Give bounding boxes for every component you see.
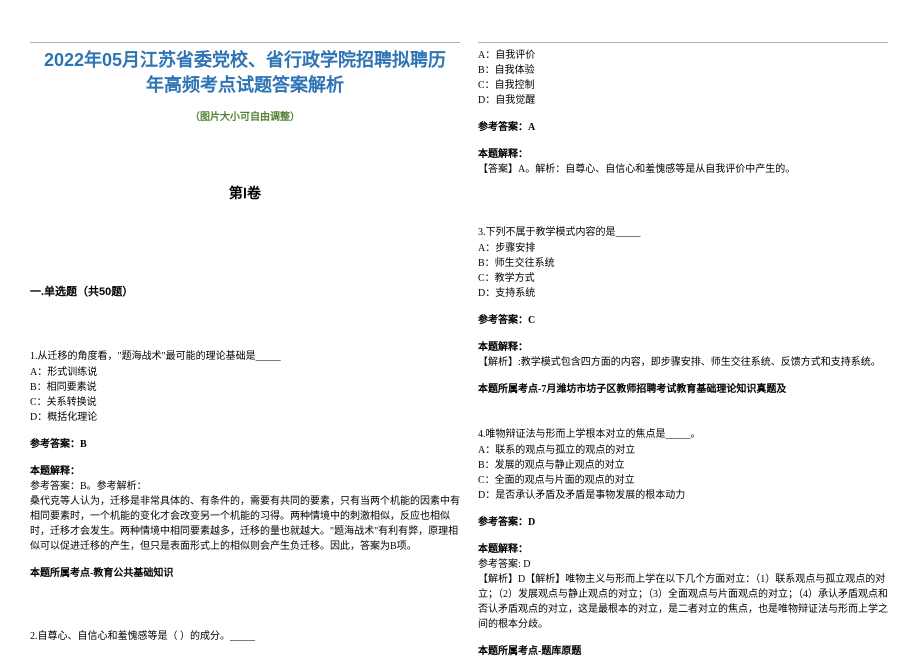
q4-optD: D：是否承认矛盾及矛盾是事物发展的根本动力 <box>478 488 888 503</box>
q4-stem: 4.唯物辩证法与形而上学根本对立的焦点是_____。 <box>478 427 888 442</box>
q1-explain-sub: 参考答案：B。参考解析： <box>30 479 460 494</box>
q3-kd: 本题所属考点-7月潍坊市坊子区教师招聘考试教育基础理论知识真题及 <box>478 382 888 397</box>
subtitle: （图片大小可自由调整） <box>30 108 460 123</box>
q1-explain-body: 桑代克等人认为，迁移是非常具体的、有条件的，需要有共同的要素，只有当两个机能的因… <box>30 494 460 554</box>
q4-optA: A：联系的观点与孤立的观点的对立 <box>478 443 888 458</box>
q4-optC: C：全面的观点与片面的观点的对立 <box>478 473 888 488</box>
q4-explain-sub: 参考答案: D <box>478 557 888 572</box>
q3-optB: B：师生交往系统 <box>478 256 888 271</box>
q1-kd: 本题所属考点-教育公共基础知识 <box>30 566 460 581</box>
column-right: A：自我评价 B：自我体验 C：自我控制 D：自我觉醒 参考答案：A 本题解释：… <box>478 48 888 659</box>
q1-stem: 1.从迁移的角度看，"题海战术"最可能的理论基础是_____ <box>30 349 460 364</box>
q3-optC: C：教学方式 <box>478 271 888 286</box>
q3-optA: A：步骤安排 <box>478 241 888 256</box>
q1-answer: 参考答案：B <box>30 437 460 452</box>
title-line1: 2022年05月江苏省委党校、省行政学院招聘拟聘历 <box>44 50 446 70</box>
q4-explain-body: 【解析】D【解析】唯物主义与形而上学在以下几个方面对立：（1）联系观点与孤立观点… <box>478 572 888 632</box>
q3-answer: 参考答案：C <box>478 313 888 328</box>
q4-optB: B：发展的观点与静止观点的对立 <box>478 458 888 473</box>
q2-optA: A：自我评价 <box>478 48 888 63</box>
q1-optD: D：概括化理论 <box>30 410 460 425</box>
q2-optD: D：自我觉醒 <box>478 93 888 108</box>
q4-kd: 本题所属考点-题库原题 <box>478 644 888 659</box>
column-left: 2022年05月江苏省委党校、省行政学院招聘拟聘历 年高频考点试题答案解析 （图… <box>30 48 460 645</box>
q4-explain-label: 本题解释： <box>478 542 888 557</box>
q2-explain-body: 【答案】A。解析：自尊心、自信心和羞愧感等是从自我评价中产生的。 <box>478 162 888 177</box>
q3-explain-label: 本题解释： <box>478 340 888 355</box>
q3-optD: D：支持系统 <box>478 286 888 301</box>
q1-explain-label: 本题解释： <box>30 464 460 479</box>
q2-explain-label: 本题解释： <box>478 147 888 162</box>
title-line2: 年高频考点试题答案解析 <box>146 75 344 95</box>
q2-answer: 参考答案：A <box>478 120 888 135</box>
q1-optB: B：相同要素说 <box>30 380 460 395</box>
section-heading: 一.单选题（共50题） <box>30 283 460 299</box>
q3-stem: 3.下列不属于教学模式内容的是_____ <box>478 225 888 240</box>
rule-left <box>30 42 460 43</box>
q2-stem: 2.自尊心、自信心和羞愧感等是（ ）的成分。_____ <box>30 629 460 644</box>
q4-answer: 参考答案：D <box>478 515 888 530</box>
q3-explain-body: 【解析】:教学模式包含四方面的内容，即步骤安排、师生交往系统、反馈方式和支持系统… <box>478 355 888 370</box>
q1-optA: A：形式训练说 <box>30 365 460 380</box>
rule-right <box>478 42 888 43</box>
page-title: 2022年05月江苏省委党校、省行政学院招聘拟聘历 年高频考点试题答案解析 <box>30 48 460 98</box>
juan-heading: 第Ⅰ卷 <box>30 183 460 203</box>
q2-optC: C：自我控制 <box>478 78 888 93</box>
q1-optC: C：关系转换说 <box>30 395 460 410</box>
q2-optB: B：自我体验 <box>478 63 888 78</box>
